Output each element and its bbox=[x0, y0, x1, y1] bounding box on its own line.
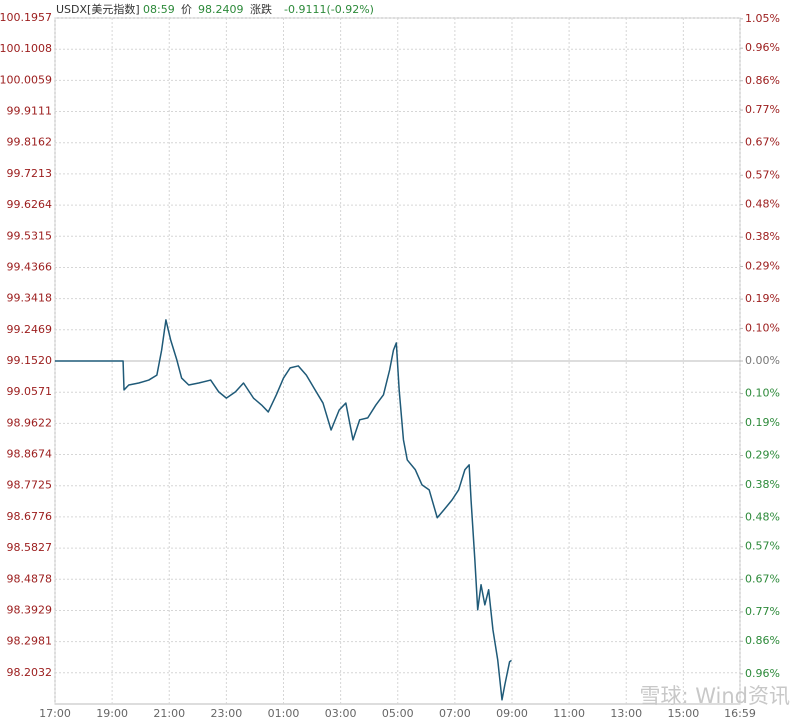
price-line bbox=[55, 319, 512, 701]
y2-tick-label: 0.10% bbox=[745, 321, 780, 334]
watermark: 雪球: Wind资讯 bbox=[639, 684, 790, 708]
y2-tick-label: 0.86% bbox=[745, 634, 780, 647]
y2-tick-label: 0.86% bbox=[745, 74, 780, 87]
price-label: 价 bbox=[181, 3, 192, 16]
y2-tick-label: 0.00% bbox=[745, 354, 780, 367]
y2-tick-label: 0.29% bbox=[745, 260, 780, 273]
x-tick-label: 05:00 bbox=[382, 707, 414, 720]
y-tick-label: 99.0571 bbox=[7, 385, 53, 398]
y2-tick-label: 0.77% bbox=[745, 103, 780, 116]
y2-tick-label: 0.19% bbox=[745, 292, 780, 305]
price: 98.2409 bbox=[198, 3, 244, 16]
y2-tick-label: 1.05% bbox=[745, 12, 780, 25]
y-tick-label: 100.1008 bbox=[0, 42, 52, 55]
y2-tick-label: 0.67% bbox=[745, 136, 780, 149]
x-tick-label: 15:00 bbox=[668, 707, 700, 720]
x-tick-label: 21:00 bbox=[153, 707, 185, 720]
y-tick-label: 99.6264 bbox=[7, 198, 53, 211]
y-tick-label: 99.5315 bbox=[7, 229, 53, 242]
y-tick-label: 99.9111 bbox=[7, 105, 53, 118]
x-tick-label: 16:59 bbox=[724, 707, 756, 720]
y-tick-label: 99.8162 bbox=[7, 136, 53, 149]
y-tick-label: 98.2981 bbox=[7, 635, 53, 648]
change: -0.9111(-0.92%) bbox=[284, 3, 374, 16]
x-tick-label: 03:00 bbox=[325, 707, 357, 720]
y2-tick-label: 0.67% bbox=[745, 572, 780, 585]
x-tick-label: 09:00 bbox=[496, 707, 528, 720]
y2-tick-label: 0.96% bbox=[745, 667, 780, 680]
y-tick-label: 98.5827 bbox=[7, 541, 53, 554]
y2-tick-label: 0.57% bbox=[745, 540, 780, 553]
y-tick-label: 98.6776 bbox=[7, 510, 53, 523]
x-tick-label: 11:00 bbox=[553, 707, 585, 720]
y2-tick-label: 0.77% bbox=[745, 605, 780, 618]
x-tick-label: 13:00 bbox=[610, 707, 642, 720]
y-tick-label: 99.1520 bbox=[7, 354, 53, 367]
x-tick-label: 01:00 bbox=[268, 707, 300, 720]
y2-tick-label: 0.19% bbox=[745, 416, 780, 429]
y-tick-label: 99.2469 bbox=[7, 323, 53, 336]
x-tick-label: 07:00 bbox=[439, 707, 471, 720]
y-tick-label: 98.9622 bbox=[7, 416, 53, 429]
y-tick-label: 99.7213 bbox=[7, 167, 53, 180]
y2-tick-label: 0.38% bbox=[745, 478, 780, 491]
y-tick-label: 99.4366 bbox=[7, 260, 53, 273]
y2-tick-label: 0.38% bbox=[745, 230, 780, 243]
change-label: 涨跌 bbox=[250, 2, 272, 16]
y2-tick-label: 0.10% bbox=[745, 387, 780, 400]
y2-tick-label: 0.29% bbox=[745, 448, 780, 461]
y-tick-label: 98.7725 bbox=[7, 479, 53, 492]
y-tick-label: 98.4878 bbox=[7, 572, 53, 585]
x-tick-label: 23:00 bbox=[211, 707, 243, 720]
y-tick-label: 98.2032 bbox=[7, 666, 53, 679]
x-tick-label: 19:00 bbox=[96, 707, 128, 720]
y-tick-label: 98.3929 bbox=[7, 603, 53, 616]
y2-tick-label: 0.48% bbox=[745, 510, 780, 523]
y2-tick-label: 0.48% bbox=[745, 198, 780, 211]
y2-tick-label: 0.96% bbox=[745, 41, 780, 54]
y2-tick-label: 0.57% bbox=[745, 168, 780, 181]
time: 08:59 bbox=[143, 3, 175, 16]
y-tick-label: 100.1957 bbox=[0, 11, 52, 24]
y-tick-label: 98.8674 bbox=[7, 448, 53, 461]
y-tick-label: 99.3418 bbox=[7, 292, 53, 305]
symbol: USDX[美元指数] bbox=[56, 2, 140, 16]
y-tick-label: 100.0059 bbox=[0, 73, 52, 86]
x-tick-label: 17:00 bbox=[39, 707, 71, 720]
